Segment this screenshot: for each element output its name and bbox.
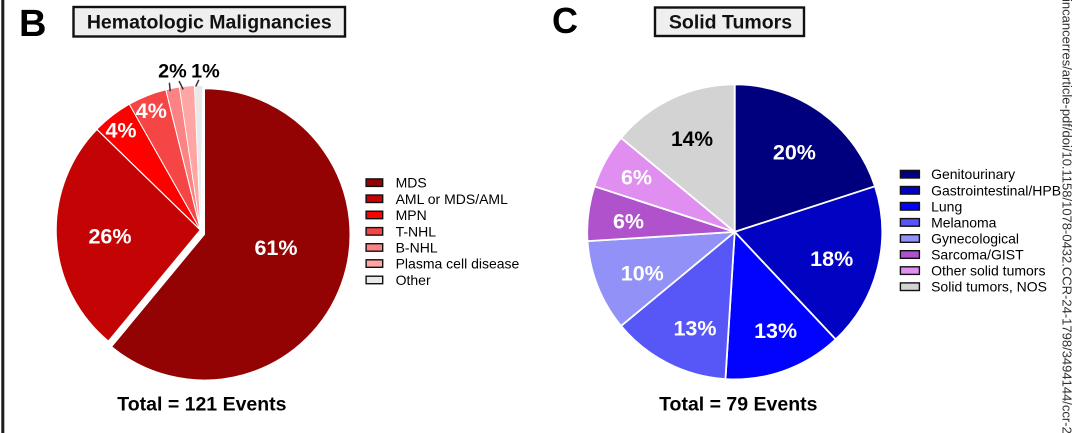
svg-text:Solid Tumors: Solid Tumors [669, 12, 792, 34]
svg-text:13%: 13% [673, 317, 716, 341]
svg-text:B-NHL: B-NHL [396, 240, 438, 256]
svg-text:Total = 79 Events: Total = 79 Events [659, 394, 818, 416]
svg-text:6%: 6% [621, 166, 652, 190]
svg-text:Total = 121 Events: Total = 121 Events [117, 394, 286, 416]
svg-text:T-NHL: T-NHL [396, 223, 437, 239]
svg-text:Other: Other [396, 272, 431, 288]
svg-text:Sarcoma/GIST: Sarcoma/GIST [931, 247, 1024, 263]
svg-text:Melanoma: Melanoma [931, 214, 997, 230]
svg-text:18%: 18% [810, 247, 853, 271]
svg-text:incancerres/article-pdf/doi/10: incancerres/article-pdf/doi/10.1158/1078… [1060, 0, 1075, 433]
svg-text:Plasma cell disease: Plasma cell disease [396, 256, 520, 272]
svg-text:AML or MDS/AML: AML or MDS/AML [396, 191, 508, 207]
svg-text:4%: 4% [105, 119, 136, 143]
svg-text:MDS: MDS [396, 175, 427, 191]
svg-text:Gastrointestinal/HPB: Gastrointestinal/HPB [931, 182, 1061, 198]
svg-text:4%: 4% [136, 99, 167, 123]
svg-text:26%: 26% [88, 225, 131, 249]
svg-text:20%: 20% [773, 141, 816, 165]
svg-text:Other solid tumors: Other solid tumors [931, 263, 1045, 279]
svg-text:1%: 1% [191, 61, 220, 83]
svg-text:C: C [552, 0, 578, 41]
svg-text:61%: 61% [254, 236, 297, 260]
svg-text:Hematologic Malignancies: Hematologic Malignancies [87, 12, 332, 34]
svg-text:10%: 10% [621, 261, 664, 285]
svg-text:6%: 6% [613, 209, 644, 233]
svg-text:Lung: Lung [931, 198, 962, 214]
svg-text:MPN: MPN [396, 207, 427, 223]
svg-text:2%: 2% [158, 61, 187, 83]
svg-text:14%: 14% [671, 128, 713, 151]
svg-text:B: B [19, 3, 46, 45]
svg-text:Solid tumors, NOS: Solid tumors, NOS [931, 279, 1047, 295]
svg-text:Genitourinary: Genitourinary [931, 166, 1015, 182]
svg-text:Gynecological: Gynecological [931, 231, 1019, 247]
svg-text:13%: 13% [754, 319, 797, 343]
